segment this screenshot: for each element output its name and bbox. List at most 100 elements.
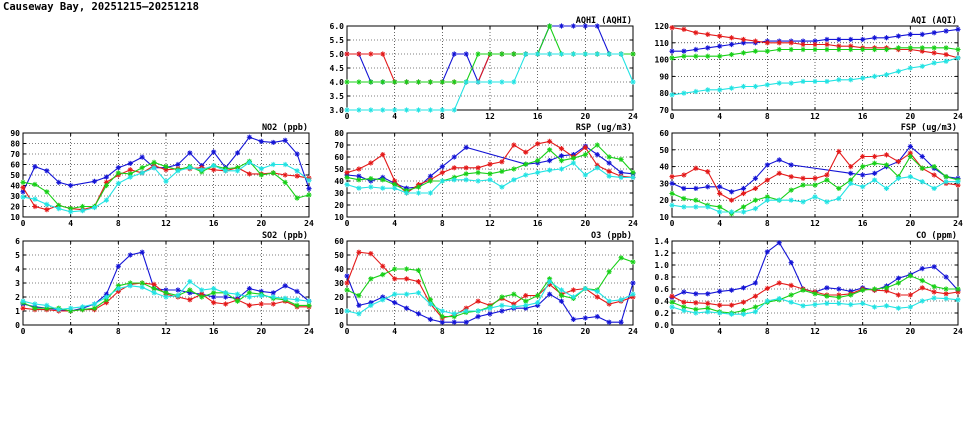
data-point bbox=[705, 309, 711, 315]
data-point bbox=[187, 290, 193, 296]
data-point bbox=[582, 172, 588, 178]
data-point bbox=[44, 201, 50, 207]
data-point bbox=[234, 291, 241, 297]
data-point bbox=[187, 279, 193, 285]
data-point bbox=[151, 286, 157, 292]
data-point bbox=[546, 158, 553, 164]
data-point bbox=[546, 23, 553, 29]
data-point bbox=[415, 279, 422, 285]
data-point bbox=[258, 301, 264, 307]
x-tick-label: 16 bbox=[858, 112, 868, 121]
data-point bbox=[403, 276, 410, 282]
data-point bbox=[380, 107, 386, 113]
data-point bbox=[895, 275, 902, 281]
data-point bbox=[943, 274, 949, 280]
y-tick-label: 70 bbox=[10, 150, 20, 159]
y-tick-label: 60 bbox=[334, 153, 344, 162]
data-point bbox=[776, 40, 782, 46]
data-point bbox=[368, 51, 374, 57]
y-tick-label: 100 bbox=[655, 56, 670, 65]
data-point bbox=[356, 177, 362, 183]
data-point bbox=[246, 290, 253, 296]
data-point bbox=[246, 171, 253, 177]
data-point bbox=[776, 157, 782, 163]
data-point bbox=[630, 51, 636, 57]
x-tick-label: 0 bbox=[670, 219, 675, 228]
data-point bbox=[439, 107, 445, 113]
data-point bbox=[463, 79, 469, 85]
data-point bbox=[463, 177, 469, 183]
data-point bbox=[681, 172, 687, 178]
data-point bbox=[175, 168, 181, 174]
data-point bbox=[523, 172, 529, 178]
y-tick-label: 50 bbox=[334, 165, 344, 174]
data-point bbox=[103, 294, 110, 300]
y-tick-label: 120 bbox=[655, 22, 670, 31]
chart-title: NO2 (ppb) bbox=[262, 123, 308, 133]
data-point bbox=[895, 305, 902, 311]
data-point bbox=[380, 272, 386, 278]
data-point bbox=[630, 291, 636, 297]
x-tick-label: 12 bbox=[810, 112, 820, 121]
data-point bbox=[415, 184, 422, 190]
data-point bbox=[824, 177, 830, 183]
y-tick-label: 110 bbox=[655, 39, 670, 48]
data-point bbox=[943, 179, 949, 185]
data-point bbox=[282, 172, 288, 178]
data-point bbox=[487, 171, 493, 177]
data-point bbox=[606, 301, 612, 307]
data-point bbox=[439, 170, 445, 176]
data-point bbox=[582, 152, 588, 158]
data-point bbox=[463, 305, 469, 311]
data-point bbox=[705, 45, 711, 51]
data-point bbox=[776, 280, 782, 286]
data-point bbox=[606, 51, 612, 57]
data-point bbox=[558, 158, 565, 164]
data-point bbox=[693, 300, 699, 306]
x-tick-label: 20 bbox=[257, 219, 267, 228]
data-point bbox=[103, 297, 110, 303]
data-point bbox=[344, 51, 350, 57]
data-point bbox=[222, 290, 229, 296]
data-point bbox=[800, 287, 806, 293]
data-point bbox=[356, 79, 362, 85]
data-point bbox=[368, 251, 374, 257]
data-point bbox=[163, 290, 169, 296]
data-point bbox=[415, 190, 422, 196]
data-point bbox=[499, 51, 505, 57]
data-point bbox=[931, 172, 937, 178]
data-point bbox=[475, 170, 481, 176]
data-point bbox=[836, 185, 842, 192]
data-point bbox=[511, 291, 517, 297]
data-point bbox=[44, 302, 50, 308]
data-point bbox=[32, 203, 38, 210]
data-point bbox=[44, 207, 50, 213]
y-tick-label: 20 bbox=[334, 201, 344, 210]
data-point bbox=[895, 68, 902, 74]
data-point bbox=[187, 165, 193, 171]
data-point bbox=[919, 278, 925, 284]
data-point bbox=[344, 287, 350, 293]
chart-aqhi: 0 4 8 12 16 20 24 3.0 3.5 4.0 4.5 5.0 5.5 6.0 AQHI (AQ… bbox=[330, 16, 638, 121]
y-tick-label: 90 bbox=[10, 129, 20, 138]
x-tick-label: 4 bbox=[717, 112, 722, 121]
data-point bbox=[931, 60, 937, 66]
data-point bbox=[511, 51, 517, 57]
x-tick-label: 8 bbox=[116, 327, 121, 336]
data-point bbox=[187, 297, 193, 303]
y-tick-label: 30 bbox=[334, 279, 344, 288]
data-point bbox=[380, 152, 386, 158]
data-point bbox=[630, 174, 636, 180]
x-tick-label: 24 bbox=[953, 112, 963, 121]
data-point bbox=[127, 171, 133, 177]
data-point bbox=[907, 304, 913, 310]
data-point bbox=[705, 300, 711, 306]
x-tick-label: 20 bbox=[257, 327, 267, 336]
y-tick-label: 10 bbox=[659, 213, 669, 222]
data-point bbox=[439, 79, 445, 85]
data-point bbox=[306, 298, 312, 304]
data-point bbox=[812, 38, 818, 44]
data-point bbox=[380, 185, 386, 191]
data-point bbox=[717, 33, 723, 39]
data-point bbox=[618, 156, 624, 162]
